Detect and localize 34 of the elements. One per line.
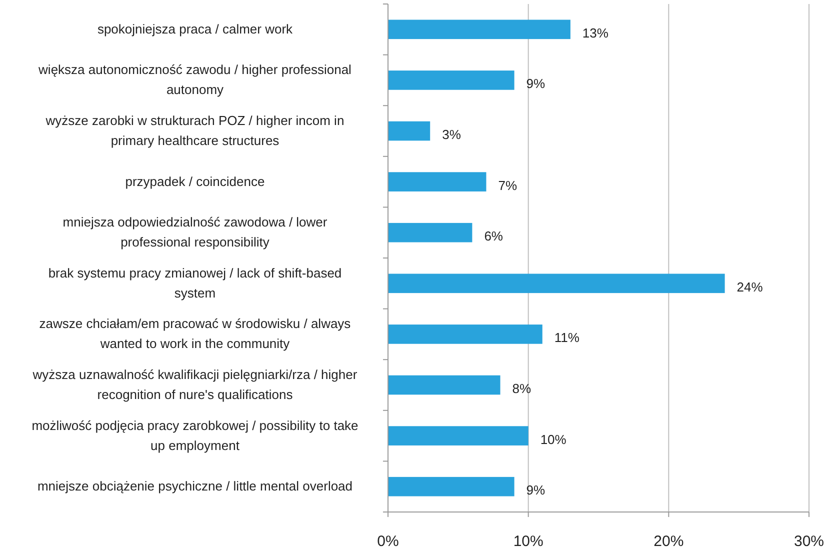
data-label: 11% [554,330,580,346]
x-tick-label: 0% [377,533,399,550]
data-label: 8% [512,381,532,396]
data-label: 13% [582,25,609,40]
bar [388,222,472,242]
y-tick-label: brak systemu pracy zmianowej / lack of shift-based system [48,265,342,300]
y-tick-label: mniejsze obciążenie psychiczne / little mental overload [37,478,353,494]
bar [388,324,542,344]
data-label: 9% [526,482,546,498]
y-tick-label: wyższe zarobki w strukturach POZ / higher incom in primary healthcare structures [44,113,344,148]
data-label: 6% [484,228,504,244]
y-tick-label: mniejsza odpowiedzialność zawodowa / lower professional responsibility [62,214,328,250]
bar [388,172,486,192]
y-tick-label: przypadek / coincidence [125,174,265,189]
bar [388,121,430,141]
bar [388,20,570,40]
bar [388,274,725,294]
y-tick-label: możliwość podjęcia pracy zarobkowej / possibility to take up employment [32,418,358,453]
data-label: 10% [540,432,567,447]
data-label: 7% [498,178,518,193]
data-label: 9% [526,76,546,92]
y-tick-label: wyższa uznawalność kwalifikacji pielęgniarki/rza / higher recognition of nure's qualifications [32,367,358,402]
y-tick-label: większa autonomiczność zawodu / higher professional autonomy [38,62,352,98]
bar [388,70,514,90]
x-tick-label: 10% [513,533,544,550]
y-tick-label: zawsze chciałam/em pracować w środowisku / always wanted to work in the community [39,316,352,352]
x-tick-label: 30% [794,533,824,550]
bar [388,426,528,446]
data-label: 3% [442,127,462,142]
bar [388,476,514,496]
x-tick-label: 20% [654,533,684,550]
data-label: 24% [736,279,764,294]
y-tick-label: spokojniejsza praca / calmer work [97,21,294,36]
bar [388,375,500,395]
